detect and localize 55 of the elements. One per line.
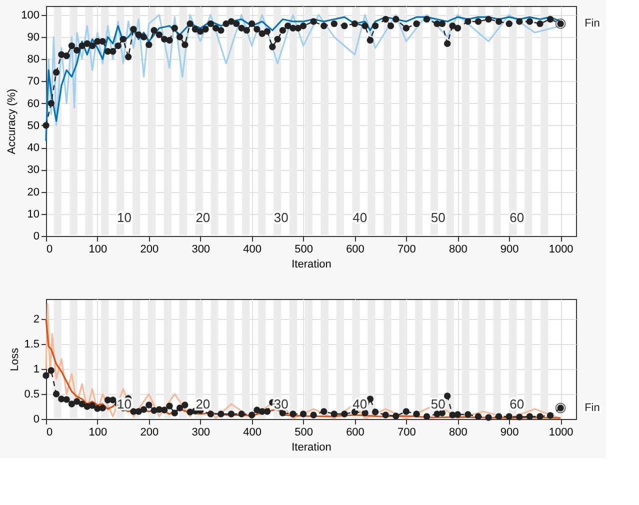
x-tick-label: 700 bbox=[398, 244, 416, 256]
x-tick-label: 200 bbox=[140, 244, 159, 256]
x-tick-label: 700 bbox=[398, 426, 416, 438]
x-tick-label: 500 bbox=[294, 426, 313, 438]
annotation: 10 bbox=[116, 210, 132, 225]
y-tick-label: 1.5 bbox=[24, 338, 40, 350]
x-tick-label: 400 bbox=[243, 426, 262, 438]
y-axis-title: Accuracy (%) bbox=[6, 88, 18, 154]
x-tick-label: 300 bbox=[192, 426, 210, 438]
x-tick-label: 600 bbox=[346, 426, 364, 438]
x-tick-label: 0 bbox=[46, 244, 53, 256]
y-tick-label: 60 bbox=[27, 98, 40, 110]
y-tick-label: 2 bbox=[33, 314, 40, 326]
y-tick-label: 10 bbox=[27, 208, 40, 220]
y-tick-label: 20 bbox=[27, 186, 40, 198]
y-tick-label: 0.5 bbox=[24, 388, 40, 400]
x-tick-label: 200 bbox=[140, 426, 159, 438]
x-axis-title: Iteration bbox=[292, 442, 332, 454]
annotation: Fin bbox=[584, 402, 600, 414]
annotation: 40 bbox=[352, 210, 368, 225]
x-tick-label: 600 bbox=[346, 244, 364, 256]
x-tick-label: 500 bbox=[294, 244, 313, 256]
annotation: 60 bbox=[510, 210, 524, 225]
annotation: 10 bbox=[116, 396, 132, 412]
x-axis-title: Iteration bbox=[292, 258, 332, 270]
y-tick-label: 100 bbox=[21, 9, 40, 22]
y-axis-title: Loss bbox=[9, 347, 22, 372]
x-tick-label: 800 bbox=[448, 426, 468, 438]
y-tick-label: 70 bbox=[27, 76, 40, 88]
y-tick-label: 0 bbox=[33, 230, 40, 242]
annotation: Fin bbox=[584, 18, 600, 30]
annotation: 50 bbox=[430, 396, 446, 412]
annotation: 50 bbox=[430, 210, 446, 225]
y-tick-label: 40 bbox=[27, 142, 40, 154]
annotation: 20 bbox=[196, 210, 210, 225]
x-tick-label: 100 bbox=[88, 244, 108, 256]
annotation: 60 bbox=[510, 396, 524, 412]
x-tick-label: 1000 bbox=[548, 244, 574, 256]
y-tick-label: 50 bbox=[27, 120, 40, 132]
x-tick-label: 800 bbox=[448, 244, 468, 256]
annotation: 30 bbox=[274, 210, 288, 225]
annotation: 40 bbox=[352, 396, 368, 412]
x-tick-label: 400 bbox=[243, 244, 262, 256]
x-tick-label: 0 bbox=[46, 426, 53, 438]
y-tick-label: 0 bbox=[33, 414, 40, 426]
y-tick-label: 80 bbox=[27, 54, 40, 66]
x-tick-label: 1000 bbox=[548, 426, 574, 438]
x-tick-label: 900 bbox=[500, 426, 519, 438]
y-tick-label: 90 bbox=[27, 31, 40, 44]
x-tick-label: 900 bbox=[500, 244, 519, 256]
annotation: 20 bbox=[196, 396, 210, 412]
y-tick-label: 1 bbox=[33, 364, 40, 376]
x-tick-label: 300 bbox=[192, 244, 210, 256]
y-tick-label: 30 bbox=[27, 164, 40, 176]
x-tick-label: 100 bbox=[88, 426, 108, 438]
